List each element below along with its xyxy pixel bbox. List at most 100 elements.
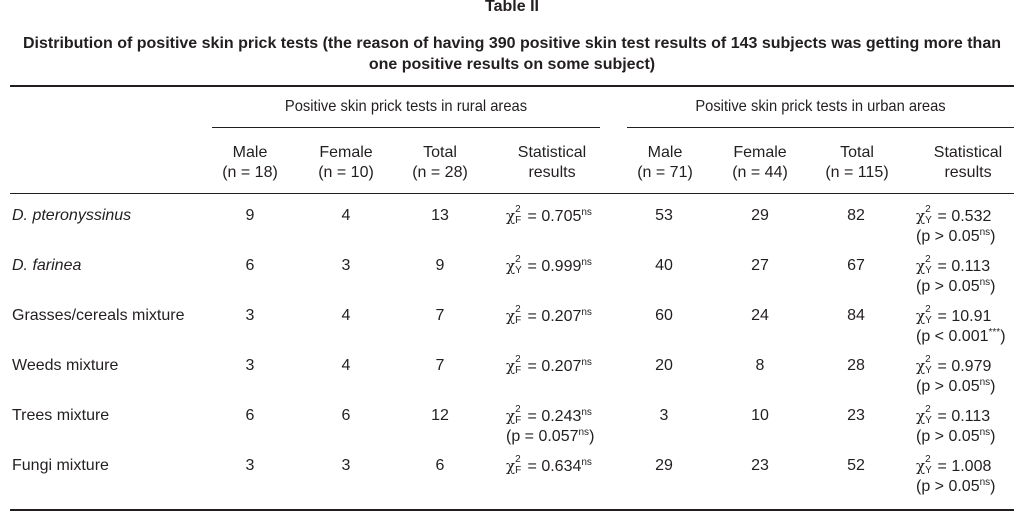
rural-total-value: 13 bbox=[431, 207, 449, 224]
table-row: Grasses/cereals mixture 3 4 7 χ 2 F = 0.207ns 6… bbox=[0, 305, 1024, 356]
p-value-close: ) bbox=[589, 428, 595, 445]
equals-sign: = bbox=[933, 208, 952, 225]
col-header-label: Statistical bbox=[517, 144, 587, 161]
chi-symbol: χ bbox=[916, 357, 926, 375]
urban-female-value: 10 bbox=[751, 407, 769, 424]
col-header-label: Total bbox=[840, 144, 874, 161]
equals-sign: = bbox=[523, 358, 542, 375]
p-value-superscript: ns bbox=[979, 477, 991, 488]
urban-female-value: 27 bbox=[751, 257, 769, 274]
group-header-urban: Positive skin prick tests in urban areas bbox=[695, 98, 946, 115]
chi-subscript: F bbox=[515, 315, 522, 326]
col-header-urban-stat: Statistical results bbox=[926, 143, 1010, 183]
chi-subscript: F bbox=[515, 465, 522, 476]
p-value-close: ) bbox=[1000, 328, 1006, 345]
col-header-n: (n = 28) bbox=[412, 164, 468, 181]
equals-sign: = bbox=[523, 208, 542, 225]
urban-total-value: 82 bbox=[847, 207, 865, 224]
rural-male-value: 6 bbox=[245, 407, 255, 424]
stat-superscript: ns bbox=[581, 357, 592, 368]
stat-line-2: (p = 0.057ns) bbox=[506, 427, 594, 447]
stat-value: 0.113 bbox=[951, 258, 991, 275]
urban-total-value: 84 bbox=[847, 307, 865, 324]
header-rule bbox=[10, 193, 1014, 194]
table-row: D. pteronyssinus 9 4 13 χ 2 F = 0.705ns 53 29 82 χ… bbox=[0, 204, 1024, 256]
col-header-n: results bbox=[944, 164, 992, 181]
urban-female-value: 23 bbox=[751, 457, 769, 474]
chi-square-mark: 2 bbox=[925, 454, 931, 465]
stat-line-2: (p < 0.001***) bbox=[916, 327, 1006, 347]
rural-total-value: 7 bbox=[435, 307, 445, 324]
col-header-urban-total: Total (n = 115) bbox=[822, 143, 892, 183]
stat-line-2: (p > 0.05ns) bbox=[916, 277, 996, 297]
col-header-n: (n = 18) bbox=[222, 164, 278, 181]
p-value: (p > 0.05 bbox=[916, 228, 980, 245]
col-header-rural-female: Female (n = 10) bbox=[315, 143, 377, 183]
p-value-close: ) bbox=[990, 378, 996, 395]
chi-square-mark: 2 bbox=[515, 304, 521, 315]
col-header-n: results bbox=[528, 164, 576, 181]
table-label: Table II bbox=[485, 0, 539, 15]
chi-symbol: χ bbox=[506, 357, 516, 375]
p-value-superscript: ns bbox=[578, 427, 590, 438]
rural-total-value: 9 bbox=[435, 257, 445, 274]
rural-male-value: 9 bbox=[245, 207, 255, 224]
equals-sign: = bbox=[933, 358, 952, 375]
p-value-superscript: ns bbox=[979, 277, 991, 288]
stat-value: 1.008 bbox=[951, 458, 992, 475]
rural-male-value: 3 bbox=[245, 307, 255, 324]
p-value-close: ) bbox=[990, 428, 996, 445]
col-header-label: Total bbox=[423, 144, 457, 161]
equals-sign: = bbox=[933, 258, 952, 275]
chi-square-mark: 2 bbox=[515, 204, 521, 215]
chi-square-mark: 2 bbox=[515, 354, 521, 365]
table-row: Weeds mixture 3 4 7 χ 2 F = 0.207ns 20 8 28 χ 2 Y = … bbox=[0, 355, 1024, 406]
equals-sign: = bbox=[523, 408, 542, 425]
rural-male-value: 3 bbox=[245, 357, 255, 374]
stat-value: 0.999 bbox=[541, 258, 582, 275]
rural-female-value: 3 bbox=[341, 257, 351, 274]
chi-square-mark: 2 bbox=[515, 254, 521, 265]
table-row: D. farinea 6 3 9 χ 2 Y = 0.999ns 40 27 67 χ 2 Y = 0.… bbox=[0, 254, 1024, 306]
group-header-rural: Positive skin prick tests in rural areas bbox=[284, 98, 528, 115]
urban-female-value: 24 bbox=[751, 307, 769, 324]
col-header-label: Female bbox=[319, 144, 373, 161]
chi-subscript: F bbox=[515, 215, 522, 226]
table-caption: Distribution of positive skin prick test… bbox=[22, 35, 1001, 73]
equals-sign: = bbox=[933, 458, 952, 475]
equals-sign: = bbox=[523, 308, 542, 325]
top-rule bbox=[10, 85, 1014, 87]
urban-total-value: 28 bbox=[847, 357, 865, 374]
chi-subscript: Y bbox=[925, 215, 932, 226]
urban-male-value: 29 bbox=[655, 457, 673, 474]
row-label: D. farinea bbox=[12, 257, 82, 274]
chi-symbol: χ bbox=[506, 207, 516, 225]
urban-male-value: 60 bbox=[655, 307, 673, 324]
table-row: Trees mixture 6 6 12 χ 2 F = 0.243ns (p = 0.057… bbox=[0, 405, 1024, 456]
rural-total-value: 12 bbox=[431, 407, 449, 424]
chi-symbol: χ bbox=[916, 307, 926, 325]
col-header-rural-total: Total (n = 28) bbox=[410, 143, 470, 183]
row-label: Weeds mixture bbox=[12, 357, 119, 374]
group-rule-rural bbox=[212, 127, 600, 128]
col-header-urban-female: Female (n = 44) bbox=[729, 143, 791, 183]
col-header-n: (n = 115) bbox=[825, 164, 889, 181]
equals-sign: = bbox=[933, 408, 952, 425]
stat-superscript: ns bbox=[581, 407, 592, 418]
chi-square-mark: 2 bbox=[925, 304, 931, 315]
chi-subscript: Y bbox=[925, 365, 932, 376]
